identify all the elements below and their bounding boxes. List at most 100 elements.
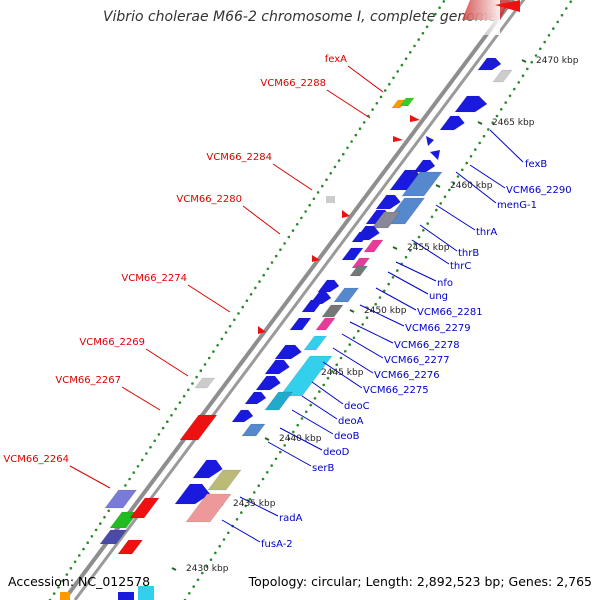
dot-track-right (274, 457, 278, 461)
label-line (69, 465, 111, 489)
dot-track-right (569, 0, 572, 3)
feature-block (301, 299, 324, 313)
dot-track-left (262, 273, 266, 277)
feature-block (264, 391, 294, 411)
dot-track-left (354, 133, 358, 137)
tick-mark (171, 567, 177, 571)
dot-track-right (404, 255, 408, 259)
dot-track-left (78, 554, 81, 557)
dot-track-right (309, 403, 313, 407)
dot-track-right (266, 471, 269, 474)
dot-track-right (504, 101, 508, 104)
dot-track-right (387, 282, 391, 286)
dot-track-right (491, 121, 495, 124)
feature-block (241, 423, 266, 437)
feature-arrow (426, 136, 434, 146)
dot-track-right (227, 531, 230, 535)
reverse-gene-label: VCM66_2279 (405, 323, 471, 334)
dot-track-left (333, 165, 337, 169)
reverse-gene-label: thrB (458, 248, 479, 259)
dot-track-left (52, 592, 56, 595)
dot-track-left (191, 382, 194, 385)
dot-track-left (82, 547, 85, 551)
feature-labels: 2430 kbp 2435 kbp 2440 kbp 2445 kbp 2450 kbp… (3, 54, 578, 574)
label-line (341, 333, 384, 359)
dot-track-left (396, 70, 400, 73)
dot-track-right (565, 7, 568, 10)
dot-track-right (500, 108, 503, 111)
dot-track-left (174, 407, 177, 411)
reverse-gene-label: ung (429, 291, 448, 302)
dot-track-left (161, 426, 165, 430)
reverse-gene-label: VCM66_2290 (506, 185, 572, 196)
dot-track-left (149, 445, 152, 449)
dot-track-right (539, 47, 542, 51)
dot-track-right (448, 188, 451, 192)
dot-track-left (304, 210, 307, 213)
feature-arrow (375, 194, 401, 210)
dot-track-right (313, 397, 317, 400)
dot-track-right (521, 74, 525, 77)
dot-track-left (153, 439, 156, 443)
label-line (489, 129, 524, 163)
tick-mark (477, 121, 483, 125)
forward-gene-label: VCM66_2267 (55, 375, 121, 386)
feature-arrow (477, 57, 502, 71)
label-line (272, 163, 313, 191)
label-line (469, 164, 506, 189)
feature-block (492, 69, 513, 83)
tick-mark (349, 309, 355, 313)
reverse-gene-label: VCM66_2281 (417, 307, 483, 318)
dot-track-left (283, 242, 286, 245)
dot-track-right (452, 181, 456, 185)
dot-track-left (312, 197, 316, 201)
feature-arrow (430, 150, 440, 160)
feature-block (326, 196, 335, 203)
label-line (411, 239, 450, 265)
dot-track-left (216, 344, 219, 347)
dot-track-right (465, 161, 469, 165)
dot-track-left (350, 140, 353, 143)
reverse-gene-label: radA (279, 513, 303, 524)
dot-track-right (409, 249, 412, 252)
feature-block (399, 97, 415, 107)
dot-track-right (218, 544, 221, 548)
tick-label: 2440 kbp (279, 434, 322, 444)
reverse-gene-label: VCM66_2275 (363, 385, 429, 396)
feature-block (118, 592, 134, 600)
dot-track-left (266, 267, 270, 271)
reverse-gene-label: thrA (476, 227, 497, 238)
feature-arrow (454, 95, 488, 113)
dot-track-left (57, 586, 60, 589)
label-line (311, 381, 344, 405)
label-line (291, 409, 334, 435)
tick-label: 2470 kbp (536, 56, 579, 66)
dot-track-left (392, 76, 395, 80)
feature-arrow (410, 115, 420, 122)
dot-track-right (240, 511, 243, 514)
dot-track-left (166, 420, 169, 424)
dot-track-left (207, 356, 211, 360)
label-line (326, 89, 371, 119)
dot-track-right (253, 491, 256, 494)
dot-track-right (331, 370, 334, 373)
label-line (419, 224, 458, 252)
reverse-gene-label: menG-1 (497, 200, 537, 211)
feature-arrow (255, 375, 281, 391)
dot-track-right (530, 60, 533, 64)
label-line (395, 261, 437, 282)
dot-track-right (192, 585, 195, 588)
dot-track-left (99, 522, 102, 525)
dot-track-left (379, 95, 383, 99)
dot-track-right (348, 343, 352, 346)
tick-mark (435, 184, 441, 188)
dot-track-right (456, 175, 460, 178)
feature-arrow (258, 326, 266, 334)
feature-block (207, 469, 242, 491)
label-line (239, 496, 279, 517)
dot-track-right (209, 558, 213, 561)
dot-track-left (254, 286, 257, 290)
dot-track-left (212, 350, 215, 353)
feature-block (349, 265, 369, 277)
feature-block (117, 539, 144, 555)
